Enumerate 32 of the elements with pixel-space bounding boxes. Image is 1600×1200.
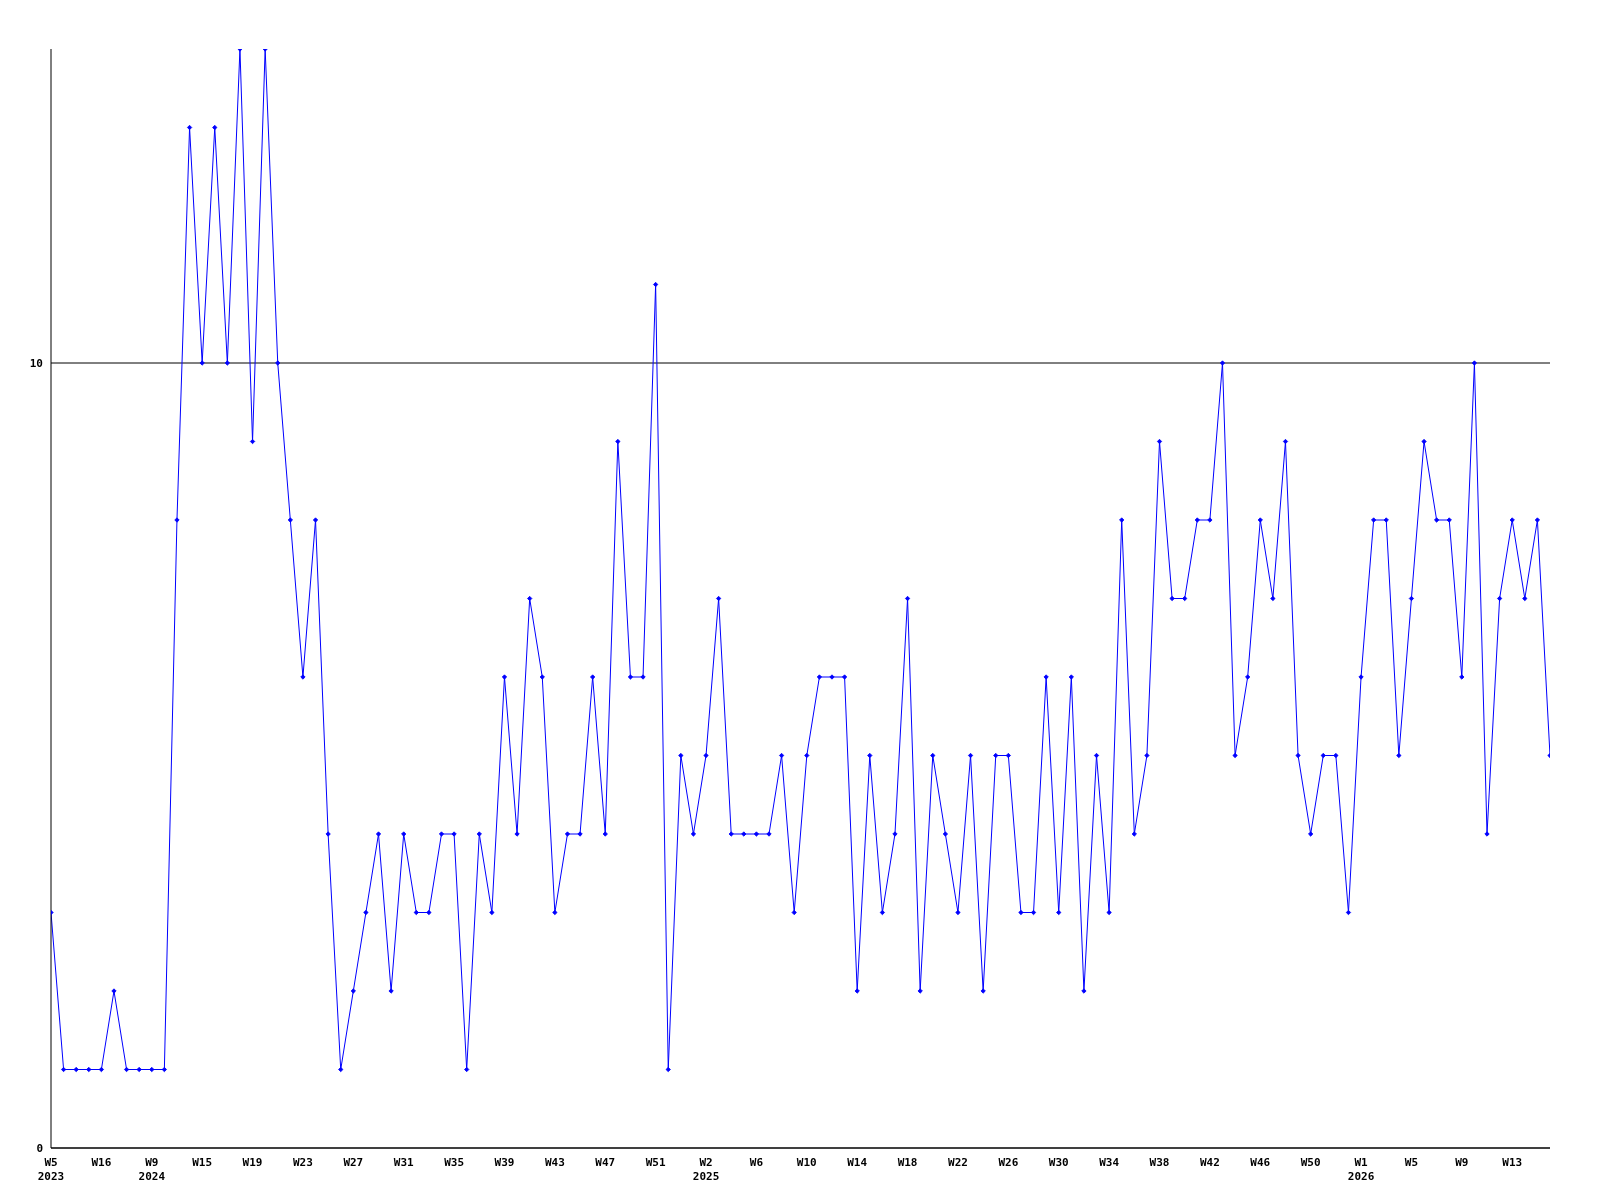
x-tick-label: W15 <box>192 1156 213 1169</box>
x-tick-label: W38 <box>1149 1156 1170 1169</box>
x-tick-label: W18 <box>897 1156 918 1169</box>
x-tick-label: W16 <box>91 1156 112 1169</box>
x-tick-label: W23 <box>293 1156 313 1169</box>
x-tick-label: W2 2025 <box>692 1156 720 1183</box>
x-tick-label: W6 <box>749 1156 764 1169</box>
x-tick-label: W27 <box>343 1156 364 1169</box>
x-tick-label: W31 <box>393 1156 415 1169</box>
x-tick-label: W13 <box>1502 1156 1523 1169</box>
x-tick-label: W19 <box>242 1156 263 1169</box>
x-tick-label: W34 <box>1099 1156 1120 1169</box>
y-tick-label: 10 <box>29 356 43 370</box>
x-tick-label: W14 <box>847 1156 868 1169</box>
x-tick-label: W50 <box>1300 1156 1321 1169</box>
x-tick-label: W22 <box>948 1156 968 1169</box>
x-tick-label: W47 <box>595 1156 616 1169</box>
x-tick-label: W51 <box>645 1156 666 1169</box>
x-tick-label: W46 <box>1250 1156 1271 1169</box>
x-tick-label: W42 <box>1199 1156 1220 1169</box>
x-tick-label: W39 <box>494 1156 515 1169</box>
x-tick-label: W43 <box>544 1156 565 1169</box>
x-tick-label: W10 <box>796 1156 817 1169</box>
x-tick-label: W5 2023 <box>37 1156 65 1183</box>
x-tick-label: W5 <box>1404 1156 1419 1169</box>
x-tick-label: W30 <box>1048 1156 1069 1169</box>
y-tick-label: 0 <box>36 1141 43 1155</box>
x-tick-label: W1 2026 <box>1347 1156 1375 1183</box>
x-tick-label: W26 <box>998 1156 1019 1169</box>
x-tick-label: W9 <box>1455 1156 1469 1169</box>
x-tick-label: W35 <box>444 1156 465 1169</box>
x-tick-label: W9 2024 <box>138 1156 166 1183</box>
